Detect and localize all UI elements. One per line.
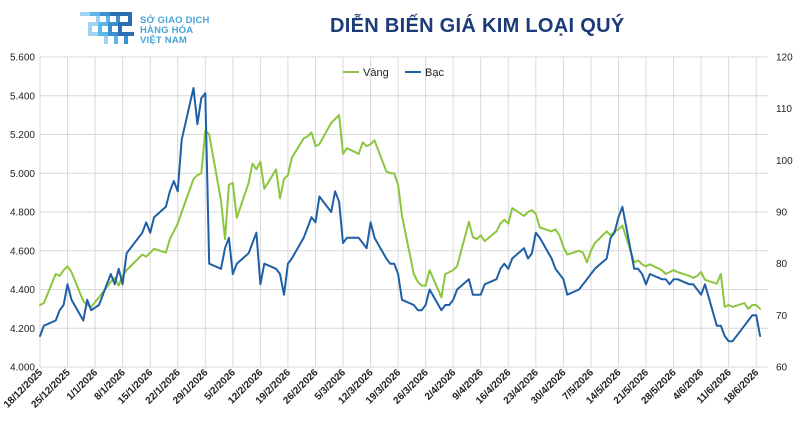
- x-axis-ticks: 18/12/202525/12/20251/1/20268/1/202615/1…: [2, 367, 762, 410]
- right-axis-tick-label: 70: [776, 311, 788, 322]
- left-axis-tick-label: 4.600: [10, 246, 35, 257]
- left-axis-tick-label: 5.200: [10, 130, 35, 141]
- left-axis-tick-label: 4.400: [10, 285, 35, 296]
- left-axis-tick-label: 5.000: [10, 169, 35, 180]
- right-axis-tick-label: 110: [776, 104, 792, 115]
- legend-label-gold: Vàng: [363, 67, 389, 79]
- right-axis-tick-label: 60: [776, 363, 788, 374]
- left-axis-tick-label: 4.000: [10, 363, 35, 374]
- gridlines: [39, 56, 768, 368]
- left-axis-tick-label: 5.600: [10, 53, 35, 64]
- series-lines: [39, 87, 762, 343]
- logo-line-1: SỞ GIAO DỊCH: [140, 15, 210, 26]
- right-axis-ticks: 60 70 80 90 100 110 120: [776, 53, 793, 374]
- left-axis-ticks: 4.000 4.200 4.400 4.600 4.800 5.000 5.200 5.400…: [10, 53, 35, 374]
- logo-text: SỞ GIAO DỊCH HÀNG HÓA VIỆT NAM: [140, 16, 210, 46]
- right-axis-tick-label: 100: [776, 156, 793, 167]
- right-axis-tick-label: 120: [776, 53, 793, 64]
- left-axis-tick-label: 4.200: [10, 324, 35, 335]
- right-axis-tick-label: 80: [776, 259, 788, 270]
- logo-mark-icon: [80, 12, 134, 44]
- series-line-silver: [39, 87, 762, 343]
- series-line-gold: [39, 114, 762, 310]
- logo-line-3: VIỆT NAM: [140, 35, 187, 46]
- legend: Vàng Bạc: [343, 67, 444, 79]
- right-axis-tick-label: 90: [776, 208, 788, 219]
- left-axis-tick-label: 4.800: [10, 208, 35, 219]
- legend-label-silver: Bạc: [425, 67, 444, 79]
- chart-title: DIỄN BIẾN GIÁ KIM LOẠI QUÝ: [330, 15, 625, 37]
- logo: SỞ GIAO DỊCH HÀNG HÓA VIỆT NAM: [78, 10, 238, 50]
- logo-line-2: HÀNG HÓA: [140, 25, 194, 36]
- left-axis-tick-label: 5.400: [10, 91, 35, 102]
